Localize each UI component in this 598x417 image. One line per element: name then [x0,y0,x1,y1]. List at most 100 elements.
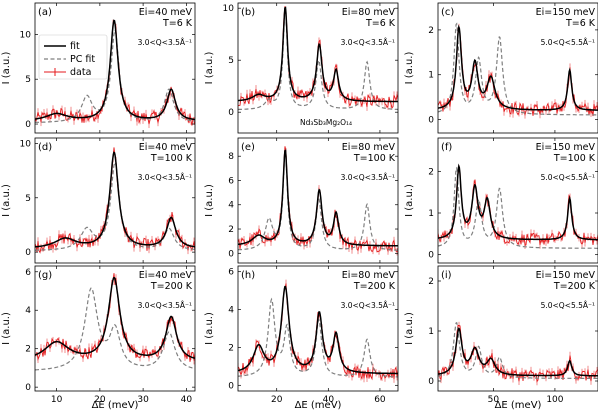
y-tick-label: 5 [25,75,31,85]
x-tick-label: 20 [94,395,106,405]
pc-fit-series [438,22,598,116]
panel-label: (h) [241,270,255,281]
y-tick-label: 1 [428,209,434,219]
q-range-label: 3.0<Q<3.5Å⁻¹ [138,38,192,47]
y-tick-label: 2 [428,277,434,287]
y-tick-label: 1 [428,327,434,337]
y-tick-label: 4 [228,201,234,211]
panel-label: (g) [38,270,52,281]
ei-label: Ei=150 meV [536,7,596,18]
x-axis-label: ΔE (meV) [295,400,342,411]
legend: fit PC fit data [38,34,108,80]
y-axis-label: I (a.u.) [1,312,12,345]
y-tick-label: 10 [223,4,235,14]
panel-frame [437,265,598,392]
temperature-label: T=100 K [150,153,193,164]
pc-fit-series [35,28,195,123]
temperature-label: T=6 K [565,18,596,29]
x-tick-label: 40 [181,395,193,405]
panel-label: (d) [38,142,52,153]
y-axis-label: I (a.u.) [204,184,215,217]
temperature-label: T=200 K [353,281,396,292]
y-tick-label: 0 [228,108,234,118]
y-tick-label: 6 [25,268,31,278]
panel-frame [34,2,196,134]
y-tick-label: 2 [428,26,434,36]
legend-entry-label: PC fit [70,54,95,65]
ei-label: Ei=80 meV [342,7,396,18]
q-range-label: 5.0<Q<5.5Å⁻¹ [541,173,595,182]
panel-label: (c) [441,7,454,18]
y-tick-label: 2 [25,345,31,355]
y-tick-label: 0 [428,377,434,387]
ei-label: Ei=40 meV [139,142,193,153]
x-tick-label: 40 [323,395,335,405]
q-range-label: 3.0<Q<3.5Å⁻¹ [341,38,395,47]
y-axis-label: I (a.u.) [204,312,215,345]
y-axis-label: I (a.u.) [1,52,12,85]
y-tick-label: 0 [428,116,434,126]
q-range-label: 3.0<Q<3.5Å⁻¹ [341,173,395,182]
panel-label: (a) [38,7,52,18]
ei-label: Ei=80 meV [342,142,396,153]
y-tick-label: 1 [428,71,434,81]
y-tick-label: 0 [228,381,234,391]
fit-series [238,285,398,375]
panel-label: (f) [441,142,452,153]
fit-series [35,276,195,359]
panel-frame [237,265,399,392]
fit-series [438,163,598,241]
panel-frame [34,265,196,392]
pc-fit-series [35,287,195,371]
y-tick-label: 0 [228,249,234,259]
y-tick-label: 0 [25,248,31,258]
y-tick-label: 2 [228,225,234,235]
fit-series [35,151,195,248]
fit-series [35,19,195,121]
pc-fit-series [238,6,398,111]
data-series [35,273,195,362]
fit-series [438,24,598,111]
panel-frame [437,137,598,264]
x-axis-label: ΔE (meV) [92,400,139,411]
y-axis-label: I (a.u.) [404,52,415,85]
x-axis-label: ΔE (meV) [495,400,542,411]
y-tick-label: 10 [20,139,32,149]
temperature-label: T=200 K [553,281,596,292]
y-tick-label: 5 [25,194,31,204]
y-axis-label: I (a.u.) [404,312,415,345]
legend-entry-label: data [70,67,91,78]
y-tick-label: 0 [25,383,31,393]
x-tick-label: 10 [51,395,63,405]
y-tick-label: 6 [228,176,234,186]
q-range-label: 5.0<Q<5.5Å⁻¹ [541,301,595,310]
pc-fit-series [438,321,598,379]
ei-label: Ei=150 meV [536,270,596,281]
ei-label: Ei=80 meV [342,270,396,281]
y-tick-label: 4 [25,306,31,316]
panel-frame [237,2,399,134]
q-range-label: 3.0<Q<3.5Å⁻¹ [138,173,192,182]
temperature-label: T=100 K [353,153,396,164]
material-label: Nd₃Sb₃Mg₂O₁₄ [300,118,352,127]
pc-fit-series [238,297,398,378]
fit-series [438,327,598,377]
ei-label: Ei=40 meV [139,270,193,281]
ei-label: Ei=150 meV [536,142,596,153]
temperature-label: T=200 K [150,281,193,292]
temperature-label: T=6 K [162,18,193,29]
panel-label: (e) [241,142,255,153]
temperature-label: T=100 K [553,153,596,164]
panel-frame [34,137,196,264]
y-tick-label: 0 [25,120,31,130]
pc-fit-series [35,161,195,251]
q-range-label: 3.0<Q<3.5Å⁻¹ [341,301,395,310]
y-tick-label: 5 [228,56,234,66]
x-tick-label: 30 [137,395,149,405]
